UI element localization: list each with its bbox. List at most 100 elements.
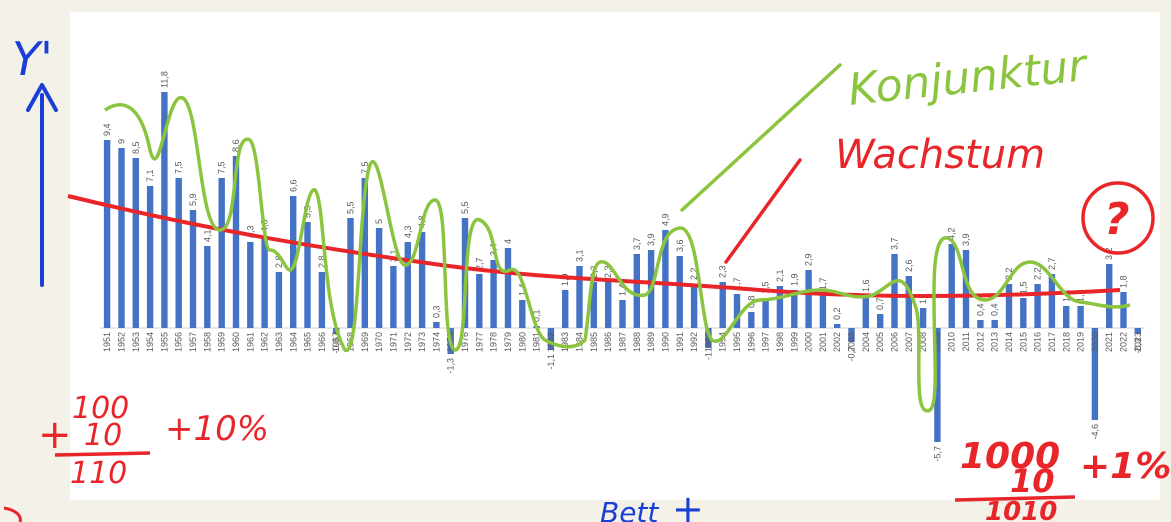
tick-label-2005: 2005 — [875, 332, 885, 352]
right-sum-line — [954, 495, 1076, 502]
bar-1965 — [304, 222, 311, 328]
trend-pointer-line — [724, 158, 802, 264]
bar-2004 — [862, 296, 869, 328]
tick-label-2015: 2015 — [1018, 332, 1028, 352]
data-label-2005: 0,7 — [875, 297, 885, 310]
data-label-1951: 9,4 — [102, 123, 112, 136]
bottom-word: Bett — [600, 496, 659, 522]
bar-1973 — [418, 232, 426, 328]
bar-1985 — [590, 282, 597, 328]
bar-2021 — [1106, 264, 1113, 328]
data-label-1956: 7,5 — [174, 161, 184, 174]
tick-label-1961: 1961 — [245, 332, 255, 352]
right-percent: +1% — [1080, 446, 1171, 487]
tick-label-1978: 1978 — [489, 332, 499, 352]
tick-label-2017: 2017 — [1047, 332, 1057, 352]
bar-2012 — [977, 320, 984, 328]
bar-2023 — [1134, 328, 1141, 334]
data-label-1983: 1,9 — [560, 273, 570, 286]
bar-1954 — [146, 186, 154, 328]
bar-1958 — [204, 246, 211, 328]
data-label-1966: 2,8 — [317, 255, 327, 268]
trend-curve — [67, 194, 1121, 298]
tick-label-1991: 1991 — [675, 332, 685, 352]
bottom-left-mark — [3, 506, 22, 522]
bar-1977 — [476, 274, 483, 328]
data-label-1964: 6,6 — [288, 179, 298, 192]
bar-2009 — [934, 328, 941, 442]
data-labels: 9,49 8,57,111,87,55,94,17,58,64,3 4,62,86,… — [102, 71, 1143, 461]
data-label-1979: 4 — [503, 239, 513, 244]
data-label-1968: 5,5 — [346, 201, 356, 214]
tick-label-1955: 1955 — [159, 332, 169, 352]
left-percent: +10% — [165, 409, 269, 449]
tick-label-1963: 1963 — [274, 332, 284, 352]
bar-2017 — [1048, 274, 1056, 328]
bar-1955 — [161, 92, 168, 328]
tick-label-1958: 1958 — [202, 332, 212, 352]
data-label-1999: 1,9 — [789, 273, 799, 286]
data-label-1963: 2,8 — [274, 255, 284, 268]
left-result: 110 — [70, 456, 127, 491]
data-label-1952: 9 — [117, 139, 127, 144]
tick-label-2019: 2019 — [1076, 332, 1086, 352]
data-label-1957: 5,9 — [188, 193, 198, 206]
data-label-1998: 2,1 — [775, 269, 785, 282]
tick-label-2013: 2013 — [990, 332, 1000, 352]
tick-label-1960: 1960 — [231, 332, 241, 352]
bar-1959 — [218, 178, 225, 328]
tick-label-2014: 2014 — [1004, 332, 1014, 352]
data-label-2012: 0,4 — [975, 303, 985, 316]
y-axis-label: Y' — [12, 32, 53, 86]
tick-label-1994: 1994 — [718, 332, 728, 352]
tick-label-1971: 1971 — [389, 332, 399, 352]
bar-2020 — [1091, 328, 1099, 420]
data-label-2015: 1,5 — [1018, 281, 1028, 294]
tick-label-1965: 1965 — [303, 332, 313, 352]
bar-1983 — [562, 290, 569, 328]
bar-2006 — [891, 254, 898, 328]
data-label-1959: 7,5 — [217, 161, 227, 174]
tick-label-1957: 1957 — [188, 332, 198, 352]
data-label-2011: 3,9 — [961, 233, 971, 246]
data-label-1993: -1 — [703, 352, 713, 360]
data-label-2019: 1,1 — [1076, 289, 1086, 302]
bar-1984 — [576, 266, 583, 328]
bar-2002 — [834, 324, 841, 328]
data-label-2004: 1,6 — [861, 279, 871, 292]
question-circle — [1081, 181, 1155, 255]
data-label-2014: 2,2 — [1004, 267, 1014, 280]
data-label-2017: 2,7 — [1047, 257, 1057, 270]
left-top-number: 100 — [72, 391, 129, 426]
tick-label-1964: 1964 — [288, 332, 298, 352]
bar-1970 — [375, 228, 383, 328]
tick-label-1997: 1997 — [761, 332, 771, 352]
bar-1980 — [519, 300, 526, 328]
bar-1988 — [633, 254, 640, 328]
data-label-1980: 1,4 — [517, 283, 527, 296]
bar-2003 — [848, 328, 855, 342]
tick-label-1981: 1981 — [532, 332, 542, 352]
data-label-1992: 2,2 — [689, 267, 699, 280]
tick-label-1979: 1979 — [503, 332, 513, 352]
right-mid-number: 10 — [1010, 462, 1055, 500]
bar-1986 — [605, 282, 612, 328]
bar-2013 — [991, 320, 998, 328]
bar-1995 — [733, 294, 741, 328]
bar-1960 — [232, 156, 240, 328]
cycle-pointer-line — [680, 63, 842, 212]
bar-2008 — [919, 308, 927, 328]
bar-1963 — [275, 272, 283, 328]
left-sum-line — [54, 451, 151, 457]
bar-1964 — [290, 196, 297, 328]
data-label-2008: 1 — [918, 299, 928, 304]
tick-label-2007: 2007 — [904, 332, 914, 352]
bar-2000 — [805, 270, 812, 328]
tick-label-2003: 2003 — [847, 332, 857, 352]
tick-label-1985: 1985 — [589, 332, 599, 352]
data-label-2001: 1,7 — [818, 277, 828, 290]
data-label-1972: 4,3 — [403, 225, 413, 238]
data-label-2020: -4,6 — [1090, 424, 1100, 440]
tick-label-1999: 1999 — [789, 332, 799, 352]
